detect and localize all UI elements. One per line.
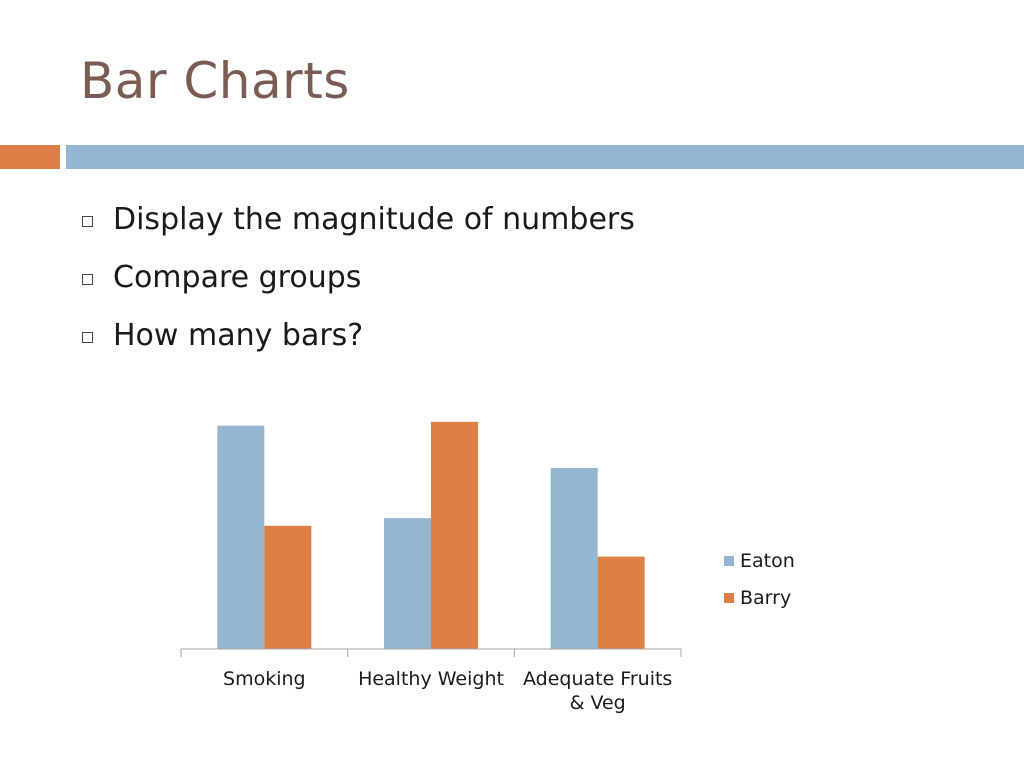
bullet-item: Display the magnitude of numbers (82, 190, 635, 248)
x-tick-label: Smoking (223, 668, 306, 690)
bar-eaton-0 (217, 425, 265, 649)
accent-band-right (66, 145, 1024, 169)
legend-label-barry: Barry (740, 587, 791, 609)
accent-band-left (0, 145, 60, 169)
legend-swatch-barry (724, 593, 734, 603)
x-tick-label: Adequate Fruits & Veg (523, 668, 672, 714)
legend-swatch-eaton (724, 556, 734, 566)
bullet-list: Display the magnitude of numbers Compare… (82, 190, 635, 364)
square-bullet-icon (82, 273, 93, 285)
x-tick-label: Healthy Weight (358, 668, 504, 690)
bullet-item: How many bars? (82, 306, 635, 364)
slide-title: Bar Charts (80, 52, 350, 110)
square-bullet-icon (82, 215, 93, 227)
bar-barry-2 (597, 556, 645, 649)
square-bullet-icon (82, 331, 93, 343)
legend-label-eaton: Eaton (740, 550, 795, 572)
bar-barry-0 (264, 525, 312, 649)
bullet-text: Display the magnitude of numbers (113, 201, 635, 237)
bar-eaton-2 (550, 468, 598, 649)
bullet-text: Compare groups (113, 259, 362, 295)
bar-eaton-1 (384, 518, 431, 649)
bar-barry-1 (431, 421, 478, 649)
bullet-item: Compare groups (82, 248, 635, 306)
bullet-text: How many bars? (113, 317, 364, 353)
